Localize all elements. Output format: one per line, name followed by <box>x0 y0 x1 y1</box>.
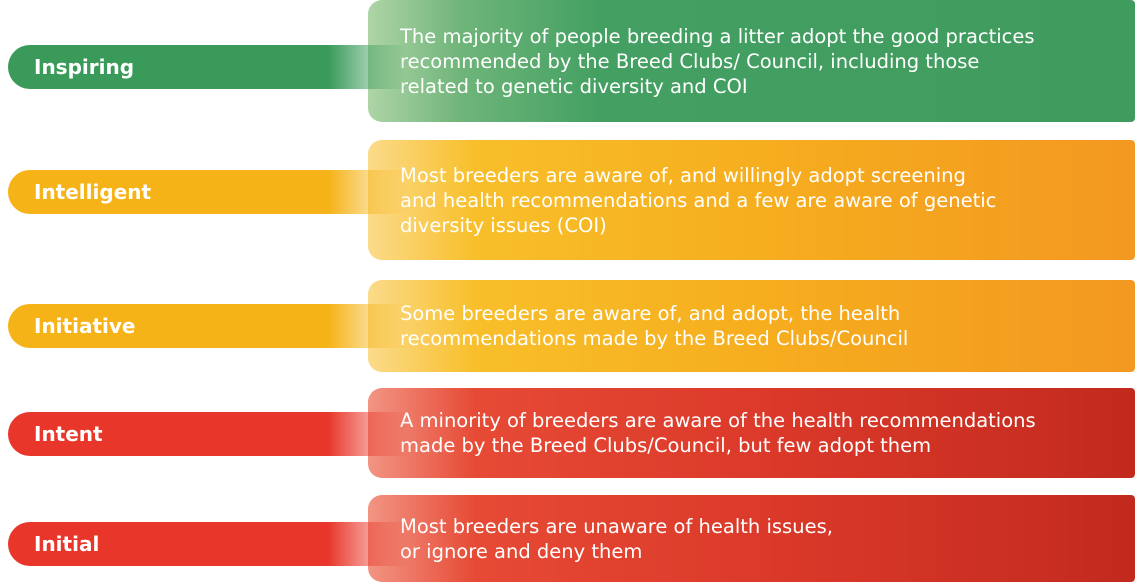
description-box: Some breeders are aware of, and adopt, t… <box>368 280 1135 372</box>
description-box: Most breeders are unaware of health issu… <box>368 495 1135 582</box>
level-label: Intent <box>8 412 408 456</box>
description-line: The majority of people breeding a litter… <box>400 24 1035 48</box>
level-label: Initiative <box>8 304 408 348</box>
level-label: Inspiring <box>8 45 408 89</box>
description-line: Most breeders are aware of, and willingl… <box>400 163 966 187</box>
description-line: recommendations made by the Breed Clubs/… <box>400 327 909 350</box>
description-line: related to genetic diversity and COI <box>400 74 748 98</box>
description-box: Most breeders are aware of, and willingl… <box>368 140 1135 260</box>
description-line: recommended by the Breed Clubs/ Council,… <box>400 49 980 73</box>
description-line: made by the Breed Clubs/Council, but few… <box>400 434 932 457</box>
description-line: diversity issues (COI) <box>400 213 607 237</box>
description-box: A minority of breeders are aware of the … <box>368 388 1135 478</box>
level-label: Initial <box>8 522 408 566</box>
description-line: and health recommendations and a few are… <box>400 188 997 212</box>
description-line: A minority of breeders are aware of the … <box>400 409 1036 432</box>
description-line: Most breeders are unaware of health issu… <box>400 514 833 538</box>
description-box: The majority of people breeding a litter… <box>368 0 1135 122</box>
description-line: or ignore and deny them <box>400 539 643 563</box>
description-line: Some breeders are aware of, and adopt, t… <box>400 302 901 325</box>
level-label: Intelligent <box>8 170 408 214</box>
